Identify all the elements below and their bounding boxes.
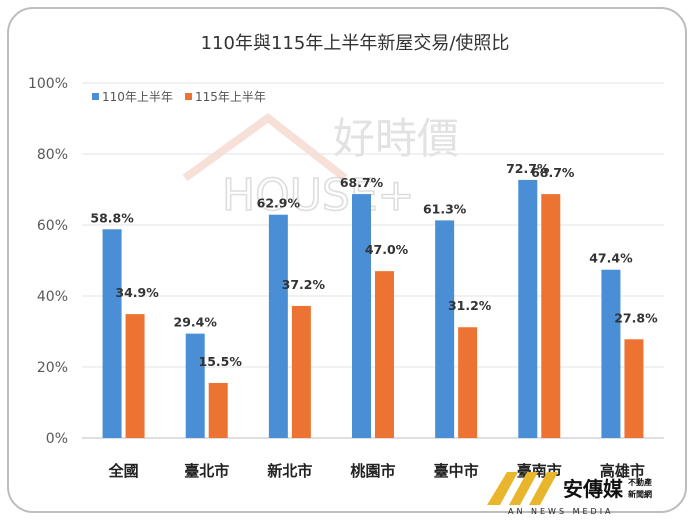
bar-series1 xyxy=(268,214,288,438)
data-label: 47.0% xyxy=(365,242,409,257)
y-tick-label: 60% xyxy=(37,218,68,234)
logo-name: 安傳媒 xyxy=(563,477,624,501)
data-labels: 58.8% 34.9% 29.4% 15.5% 62.9% 37.2% 68.7% 47.0%… xyxy=(90,161,658,369)
y-tick-label: 80% xyxy=(37,147,68,163)
logo-line2: 新聞網 xyxy=(628,489,652,499)
bar-series2 xyxy=(375,271,394,438)
data-label: 72.7% xyxy=(506,161,550,176)
data-label: 61.3% xyxy=(423,201,467,216)
data-label: 58.8% xyxy=(90,210,134,225)
legend-swatch-115 xyxy=(185,93,192,100)
bar-series2 xyxy=(458,327,478,438)
bar-series1 xyxy=(518,179,538,439)
logo-line1: 不動產 xyxy=(628,477,652,487)
data-label: 27.8% xyxy=(614,310,658,325)
bar-series2 xyxy=(125,314,145,438)
category-label: 桃園市 xyxy=(350,462,395,480)
x-axis-categories: 全國 臺北市 新北市 桃園市 臺中市 臺南市 高雄市 xyxy=(108,462,645,480)
logo-english-name: AN NEWS MEDIA xyxy=(508,507,614,516)
y-tick-label: 100% xyxy=(28,76,68,92)
watermark-house-text: HOUSE+ xyxy=(222,170,415,221)
category-label: 臺北市 xyxy=(184,462,229,480)
data-label: 31.2% xyxy=(448,298,492,313)
bar-series1 xyxy=(185,333,205,438)
bar-series2 xyxy=(208,382,228,438)
bar-series1 xyxy=(102,229,122,438)
y-axis-ticks: 0% 20% 40% 60% 80% 100% xyxy=(28,76,68,447)
data-label: 15.5% xyxy=(199,354,243,369)
data-label: 37.2% xyxy=(282,277,326,292)
y-tick-label: 40% xyxy=(37,289,68,305)
data-label: 29.4% xyxy=(174,315,218,330)
watermark-text: 好時價 xyxy=(333,114,459,163)
legend: 110年上半年 115年上半年 xyxy=(92,90,266,104)
data-label: 68.7% xyxy=(340,175,384,190)
gridlines xyxy=(82,82,664,439)
category-label: 新北市 xyxy=(267,462,312,480)
data-label: 34.9% xyxy=(115,285,159,300)
chart-title: 110年與115年上半年新屋交易/使照比 xyxy=(201,33,510,54)
category-label: 臺中市 xyxy=(434,462,479,480)
bar-series2 xyxy=(541,194,561,438)
y-tick-label: 20% xyxy=(37,360,68,376)
bar-series1 xyxy=(601,269,621,438)
legend-label-115: 115年上半年 xyxy=(195,90,266,104)
category-label: 全國 xyxy=(108,462,139,480)
an-news-media-logo: 安傳媒 不動產 新聞網 AN NEWS MEDIA xyxy=(487,472,652,516)
logo-mark-icon xyxy=(487,472,558,505)
watermark-roof-icon xyxy=(182,112,348,182)
legend-label-110: 110年上半年 xyxy=(102,90,173,104)
bars xyxy=(102,179,644,439)
bar-series2 xyxy=(624,339,644,438)
data-label: 47.4% xyxy=(589,251,633,266)
data-label: 62.9% xyxy=(257,196,301,211)
bar-series2 xyxy=(291,305,311,438)
watermark: 好時價 HOUSE+ xyxy=(182,112,459,222)
data-label: 68.7% xyxy=(531,165,575,180)
bar-series1 xyxy=(435,220,455,438)
y-tick-label: 0% xyxy=(46,431,68,447)
bar-series1 xyxy=(352,194,371,438)
legend-swatch-110 xyxy=(92,93,99,100)
category-label: 高雄市 xyxy=(600,462,645,480)
